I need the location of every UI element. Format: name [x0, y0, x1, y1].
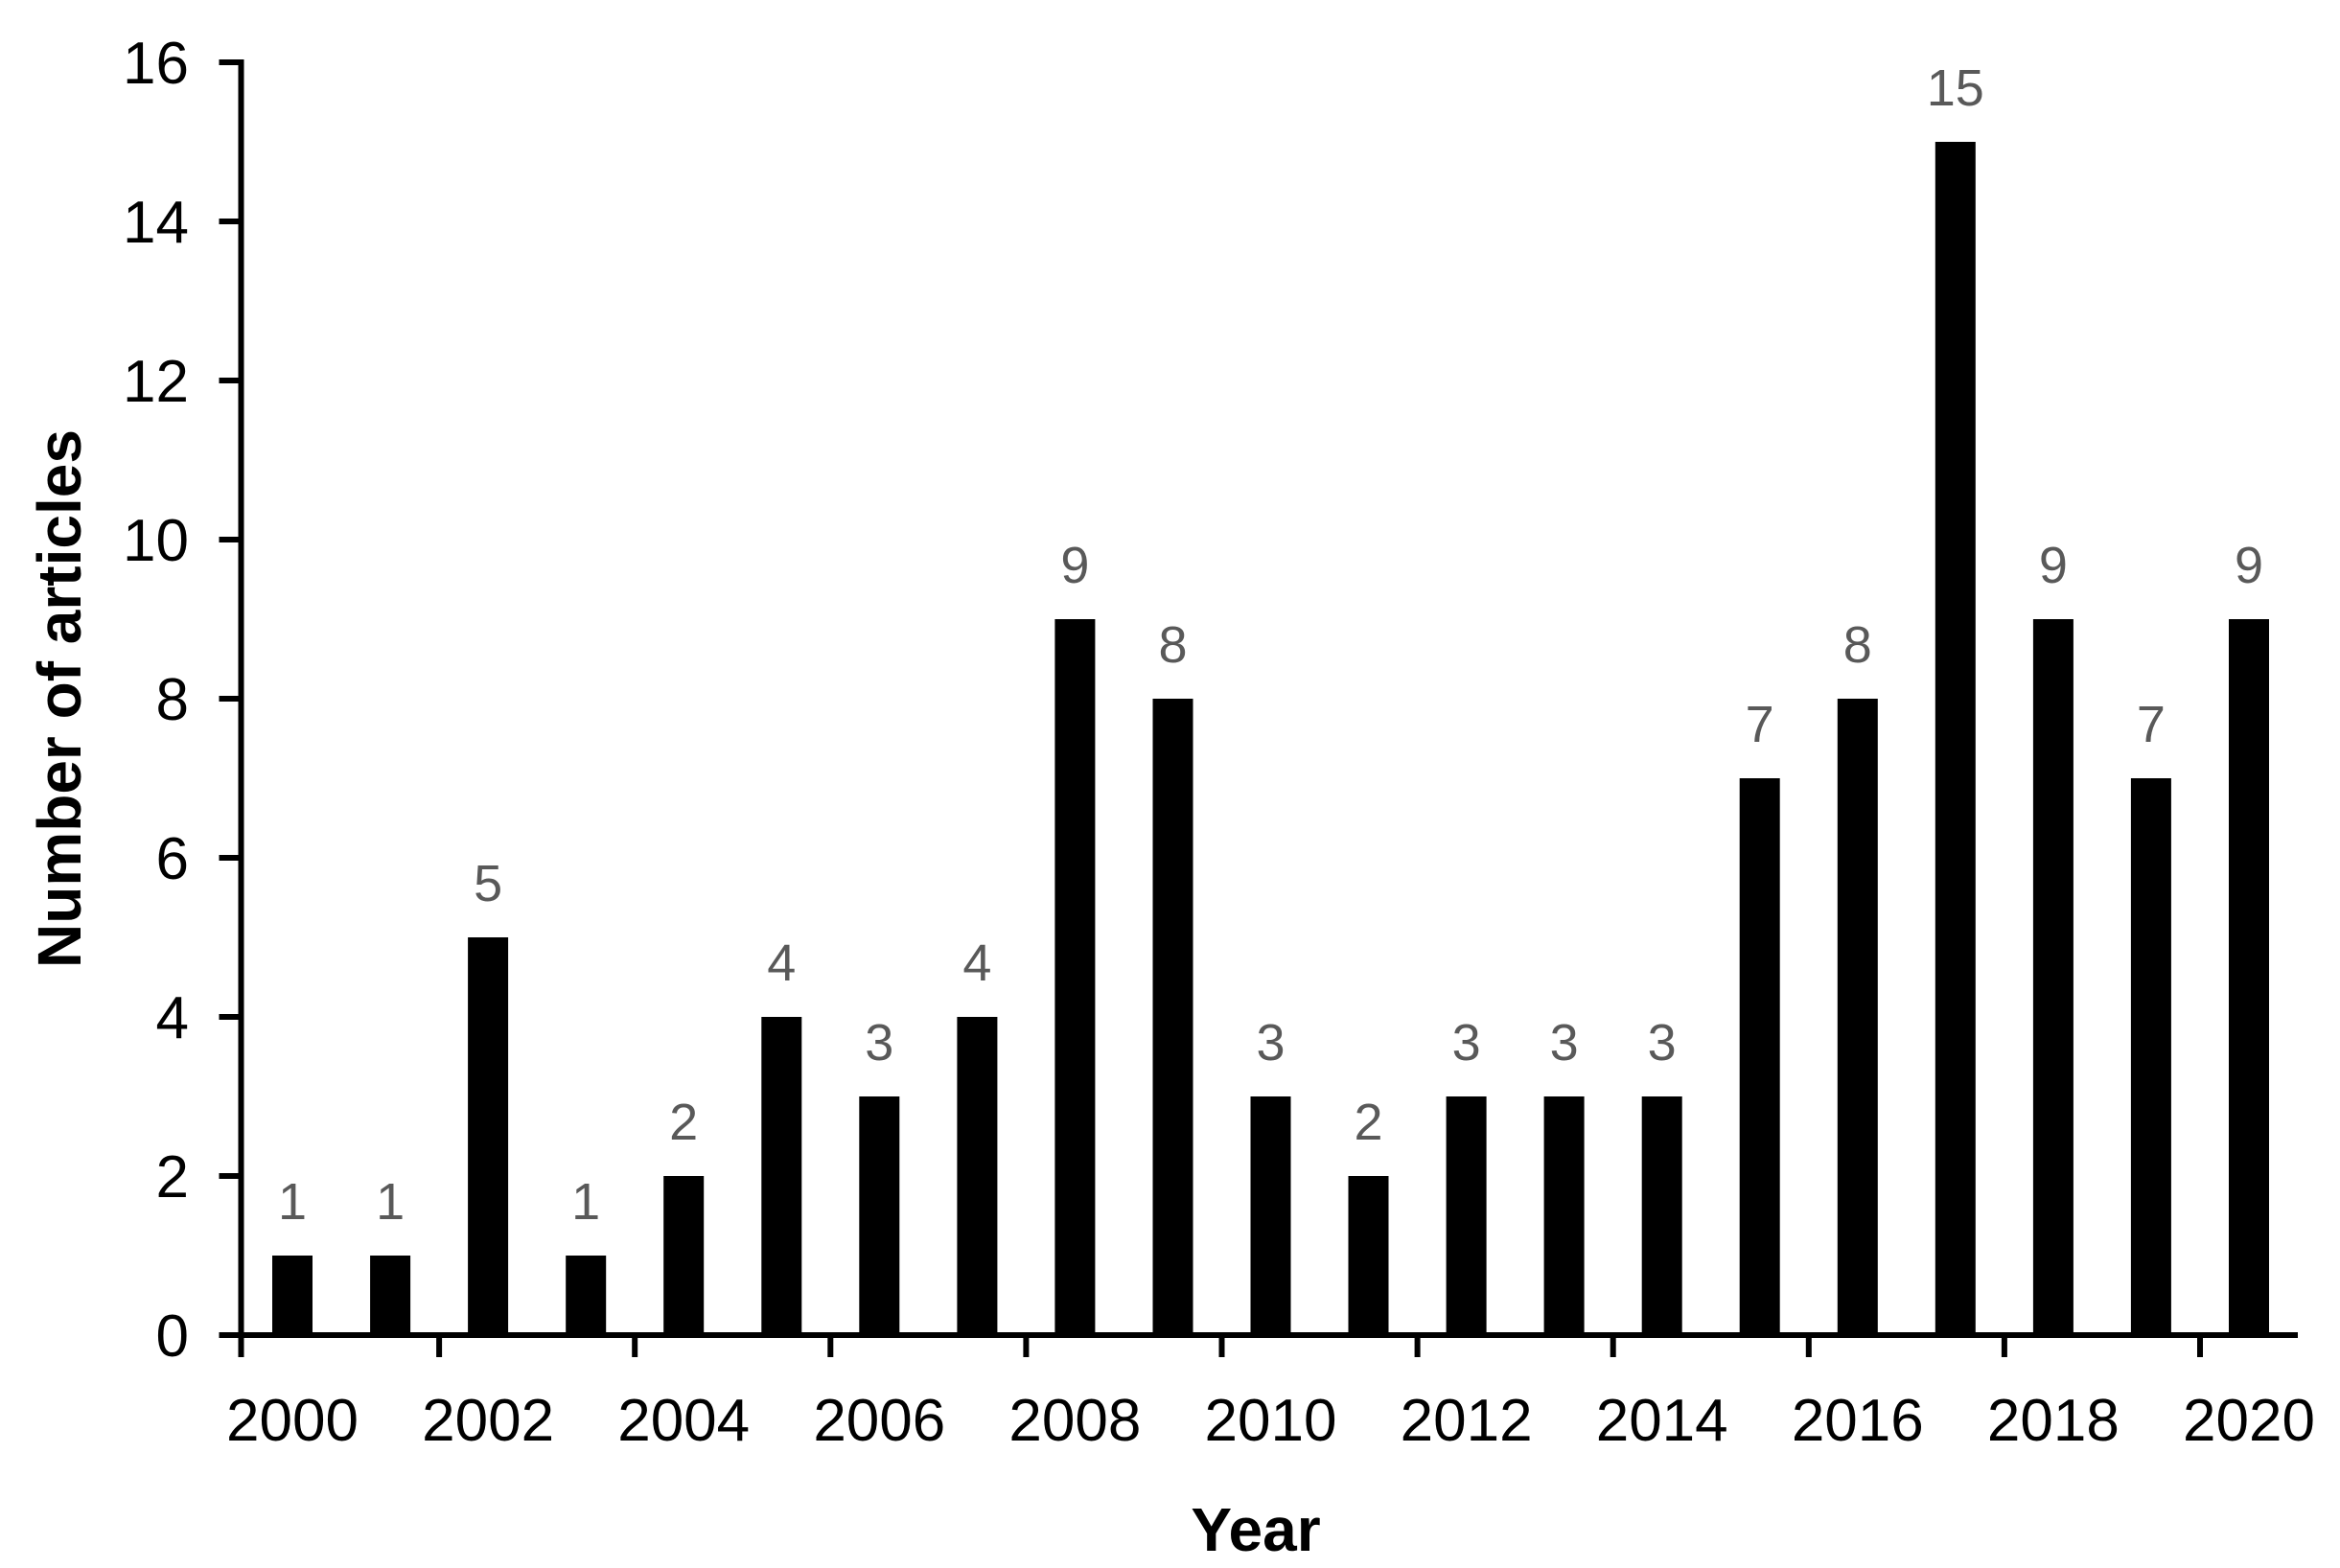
bar-2004 — [663, 1176, 705, 1335]
x-tick-labels: 2000 2002 2004 2006 2008 2010 2012 2014 2016 2018… — [226, 1388, 2315, 1454]
y-tick-label-16: 16 — [123, 31, 189, 97]
x-tick-label-2002: 2002 — [422, 1388, 554, 1454]
bar-2008 — [1054, 619, 1096, 1335]
bar-value-label-2003: 1 — [571, 1173, 600, 1231]
bar-value-label-2005: 4 — [767, 934, 796, 992]
bar-2005 — [761, 1017, 802, 1335]
bar-2010 — [1250, 1096, 1291, 1335]
x-tick-label-2006: 2006 — [813, 1388, 945, 1454]
bar-value-label-2016: 8 — [1843, 616, 1872, 674]
x-axis-ticks — [436, 1335, 2203, 1357]
bar-2016 — [1837, 699, 1878, 1335]
bar-2019 — [2130, 778, 2171, 1335]
bar-2009 — [1152, 699, 1193, 1335]
bar-value-label-2008: 9 — [1060, 537, 1089, 594]
y-axis-ticks — [219, 59, 242, 1338]
bar-value-label-2009: 8 — [1158, 616, 1187, 674]
bar-2000 — [272, 1256, 313, 1335]
y-tick-label-12: 12 — [123, 349, 189, 415]
x-tick-label-2014: 2014 — [1596, 1388, 1728, 1454]
x-tick-label-2004: 2004 — [617, 1388, 750, 1454]
bar-value-label-2006: 3 — [865, 1014, 893, 1072]
bar-2003 — [566, 1256, 607, 1335]
bar-value-label-2012: 3 — [1452, 1014, 1481, 1072]
y-tick-label-10: 10 — [123, 508, 189, 574]
bar-2006 — [859, 1096, 900, 1335]
bar-value-label-2010: 3 — [1256, 1014, 1285, 1072]
bar-2012 — [1446, 1096, 1487, 1335]
bar-value-label-2002: 5 — [474, 855, 502, 912]
bar-value-label-2007: 4 — [962, 934, 991, 992]
x-tick-label-2018: 2018 — [1987, 1388, 2120, 1454]
y-tick-label-4: 4 — [156, 985, 189, 1051]
bar-value-label-2018: 9 — [2039, 537, 2068, 594]
x-tick-label-2012: 2012 — [1401, 1388, 1533, 1454]
x-tick-label-2008: 2008 — [1008, 1388, 1141, 1454]
bar-2020 — [2229, 619, 2269, 1335]
x-tick-label-2000: 2000 — [226, 1388, 359, 1454]
axes — [238, 59, 2298, 1357]
bar-value-label-2011: 2 — [1354, 1094, 1382, 1151]
bar-value-label-2001: 1 — [376, 1173, 405, 1231]
bar-value-label-2019: 7 — [2137, 696, 2166, 753]
bar-2014 — [1641, 1096, 1682, 1335]
y-tick-label-14: 14 — [123, 190, 189, 256]
bar-2002 — [468, 937, 509, 1335]
bar-2018 — [2032, 619, 2074, 1335]
bar-value-label-2014: 3 — [1648, 1014, 1677, 1072]
x-tick-label-2010: 2010 — [1205, 1388, 1337, 1454]
bar-value-label-2020: 9 — [2235, 537, 2263, 594]
y-tick-label-8: 8 — [156, 667, 189, 733]
x-axis-title: Year — [1191, 1495, 1320, 1564]
bar-2013 — [1543, 1096, 1585, 1335]
bar-value-label-2004: 2 — [669, 1094, 698, 1151]
bar-2011 — [1348, 1176, 1389, 1335]
x-tick-label-2016: 2016 — [1792, 1388, 1924, 1454]
bar-value-label-2017: 15 — [1927, 59, 1984, 117]
bar-2001 — [370, 1256, 411, 1335]
y-tick-labels: 0 2 4 6 8 10 12 14 16 — [123, 31, 189, 1370]
bars — [272, 142, 2269, 1335]
y-tick-label-2: 2 — [156, 1144, 189, 1211]
bar-value-label-2013: 3 — [1550, 1014, 1579, 1072]
bar-value-label-2000: 1 — [278, 1173, 307, 1231]
bar-value-label-2015: 7 — [1746, 696, 1774, 753]
bar-2015 — [1739, 778, 1780, 1335]
y-tick-label-6: 6 — [156, 826, 189, 892]
y-axis-title: Number of articles — [25, 429, 94, 968]
x-tick-label-2020: 2020 — [2183, 1388, 2315, 1454]
bar-2017 — [1935, 142, 1976, 1335]
bar-2007 — [957, 1017, 998, 1335]
y-tick-label-0: 0 — [156, 1303, 189, 1370]
